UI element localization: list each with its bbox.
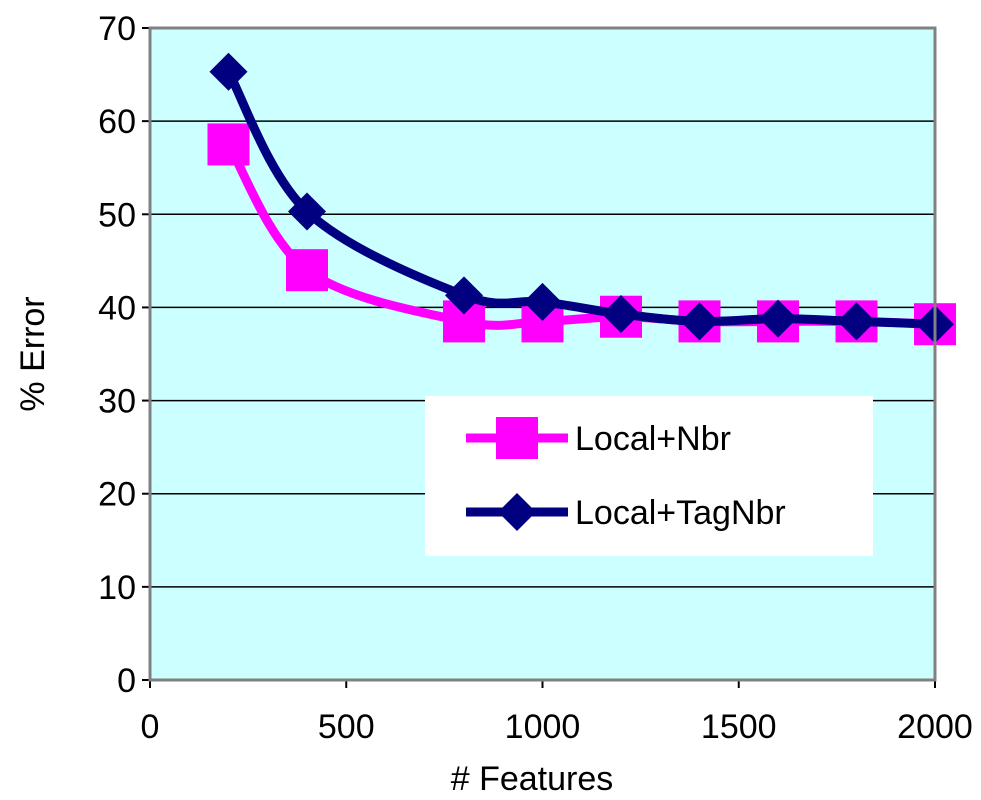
y-tick-label: 0 (117, 662, 136, 700)
legend-entry: Local+Nbr (466, 417, 731, 459)
x-tick-label: 1000 (505, 708, 581, 746)
y-tick-label: 20 (98, 476, 136, 514)
y-tick-label: 60 (98, 103, 136, 141)
y-axis-title: % Error (14, 296, 52, 411)
legend: Local+Nbr Local+TagNbr (425, 396, 873, 556)
legend-items: Local+Nbr Local+TagNbr (466, 417, 786, 532)
y-tick-label: 30 (98, 383, 136, 421)
x-tick-label: 0 (141, 708, 160, 746)
x-axis-title: # Features (451, 760, 614, 798)
plot-area-border (148, 26, 937, 682)
data-point-marker (209, 52, 248, 91)
y-axis-ticks: 0 10 20 30 40 50 60 70 (98, 10, 150, 700)
data-point-marker (445, 276, 483, 315)
plot-area-background (150, 28, 935, 680)
y-tick-label: 70 (98, 10, 136, 48)
y-tick-label: 50 (98, 196, 136, 234)
data-point-marker (207, 123, 250, 166)
series-layer (207, 52, 956, 346)
legend-marker (498, 493, 536, 531)
x-tick-label: 2000 (897, 708, 973, 746)
data-point-marker (759, 299, 797, 338)
data-point-marker (837, 302, 876, 341)
data-point-marker (286, 249, 328, 292)
y-tick-label: 40 (98, 289, 136, 327)
legend-marker (496, 417, 538, 459)
series-local-tagnbr (209, 52, 954, 344)
x-tick-label: 1500 (701, 708, 777, 746)
x-tick-label: 500 (318, 708, 375, 746)
data-point-marker (523, 282, 562, 321)
data-point-marker (680, 302, 719, 341)
data-point-marker (602, 294, 640, 333)
y-tick-label: 10 (98, 569, 136, 607)
legend-label: Local+TagNbr (575, 494, 786, 532)
legend-label: Local+Nbr (575, 420, 731, 458)
data-point-marker (288, 192, 326, 231)
legend-entry: Local+TagNbr (466, 493, 786, 532)
x-axis-ticks: 0 500 1000 1500 2000 (141, 680, 973, 746)
